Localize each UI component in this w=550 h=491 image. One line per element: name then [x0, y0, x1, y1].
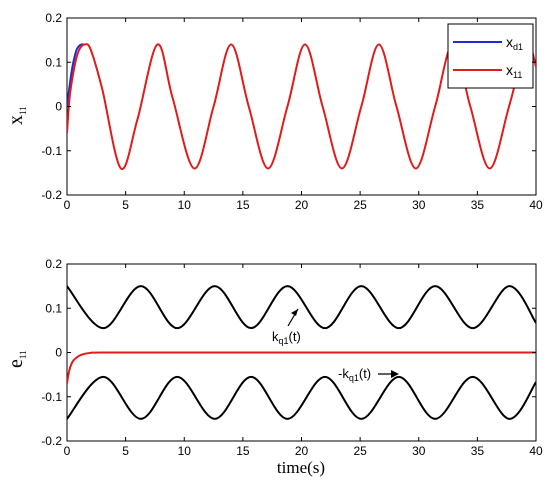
x-tick-label: 5 — [122, 444, 129, 458]
legend-label-xd1: xd1 — [506, 34, 523, 52]
top-plot: x11 xd1 x11 0 5 10 15 20 25 30 35 40 -0.2 -0.1 0 0.1… — [5, 11, 543, 212]
annotation-kq1-arrowhead — [291, 309, 298, 316]
bottom-plot: e11 time(s) kq1(t) -kq1(t) 0 5 10 15 20 25 30 3… — [5, 257, 543, 477]
y-tick-label: -0.2 — [41, 434, 62, 448]
x-tick-label: 35 — [471, 444, 485, 458]
series-line-1-2 — [67, 351, 536, 384]
x-tick-label: 10 — [178, 198, 192, 212]
x-tick-label: 35 — [471, 198, 485, 212]
y-tick-label: -0.1 — [41, 144, 62, 158]
bottom-x-axis-label: time(s) — [277, 458, 325, 477]
x-tick-label: 25 — [353, 198, 367, 212]
series-line-1-1 — [67, 375, 536, 420]
annotation-kq1: kq1(t) — [272, 308, 301, 346]
x-tick-label: 15 — [236, 198, 250, 212]
x-tick-label: 5 — [122, 198, 129, 212]
x-tick-label: 40 — [529, 444, 543, 458]
legend-box — [447, 23, 534, 89]
y-tick-label: -0.1 — [41, 390, 62, 404]
bottom-y-axis-label: e11 — [5, 350, 28, 368]
x-tick-label: 30 — [412, 444, 426, 458]
annotation-neg-kq1-arrowhead — [391, 370, 399, 378]
series-line-0-0 — [67, 43, 85, 107]
x-tick-label: 40 — [529, 198, 543, 212]
annotation-neg-kq1: -kq1(t) — [338, 366, 399, 383]
y-tick-label: 0.2 — [45, 11, 62, 25]
y-tick-label: 0 — [55, 346, 62, 360]
series-line-0-1 — [67, 42, 536, 170]
x-tick-label: 20 — [295, 444, 309, 458]
x-tick-label: 0 — [64, 444, 71, 458]
top-y-axis-label: x11 — [5, 106, 28, 125]
legend: xd1 x11 — [447, 23, 534, 89]
x-tick-label: 10 — [178, 444, 192, 458]
x-tick-label: 15 — [236, 444, 250, 458]
x-tick-label: 30 — [412, 198, 426, 212]
y-tick-label: 0.2 — [45, 257, 62, 271]
x-tick-label: 25 — [353, 444, 367, 458]
x-tick-label: 20 — [295, 198, 309, 212]
y-tick-label: -0.2 — [41, 188, 62, 202]
series-line-1-0 — [67, 285, 536, 330]
y-tick-label: 0.1 — [45, 55, 62, 69]
legend-label-x11: x11 — [506, 62, 522, 80]
y-tick-label: 0.1 — [45, 301, 62, 315]
x-tick-label: 0 — [64, 198, 71, 212]
annotation-neg-kq1-label: -kq1(t) — [338, 366, 371, 383]
y-tick-label: 0 — [55, 100, 62, 114]
annotation-kq1-label: kq1(t) — [272, 329, 301, 346]
